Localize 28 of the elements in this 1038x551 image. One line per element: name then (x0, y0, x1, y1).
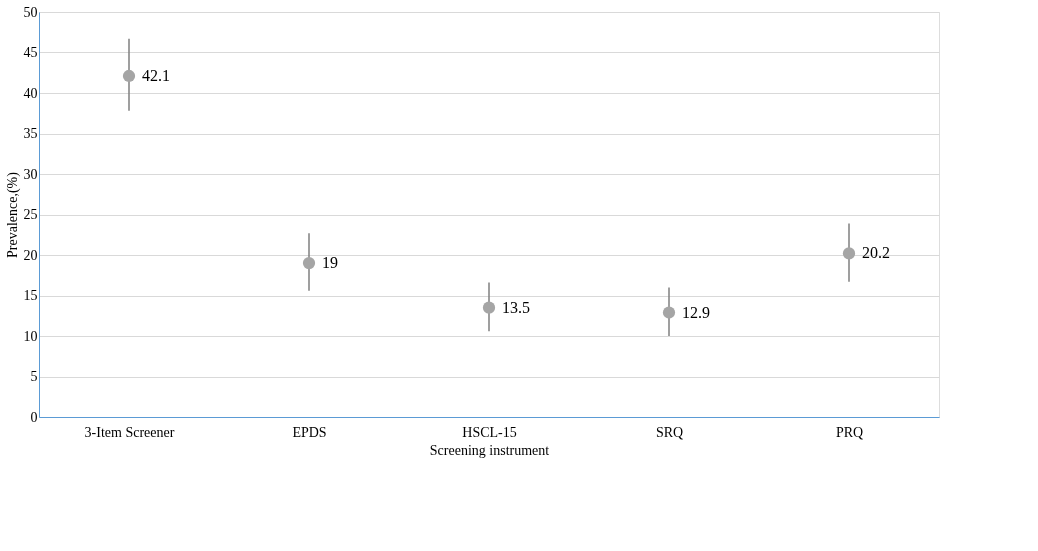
y-tick-label: 15 (23, 288, 38, 303)
y-tick-label: 10 (23, 328, 38, 344)
y-tick-label: 40 (23, 85, 38, 101)
x-axis-title: Screening instrument (429, 442, 550, 458)
point (122, 69, 136, 83)
y-tick-label: 45 (23, 45, 38, 60)
point (302, 256, 316, 270)
x-tick-label: 3-Item Screener (84, 424, 175, 440)
x-tick-label: HSCL-15 (462, 424, 517, 440)
data-label: 13.5 (502, 298, 530, 316)
y-tick-label: 50 (23, 4, 38, 20)
y-tick-label: 0 (30, 409, 38, 425)
data-label: 19 (322, 254, 338, 272)
x-tick-label: SRQ (655, 424, 684, 440)
y-tick-label: 30 (23, 166, 38, 182)
data-label: 42.1 (142, 66, 170, 84)
x-tick-label: PRQ (835, 424, 864, 440)
point (842, 247, 856, 260)
data-label: 20.2 (862, 244, 890, 262)
y-tick-label: 25 (23, 207, 38, 222)
y-tick-label: 20 (23, 247, 38, 263)
y-tick-label: 35 (23, 126, 38, 141)
data-label: 12.9 (682, 303, 710, 321)
point (482, 301, 496, 314)
y-axis-title: Prevalence,(%) (4, 171, 21, 258)
point (662, 306, 676, 319)
y-tick-label: 5 (30, 369, 38, 384)
x-tick-label: EPDS (292, 424, 327, 440)
